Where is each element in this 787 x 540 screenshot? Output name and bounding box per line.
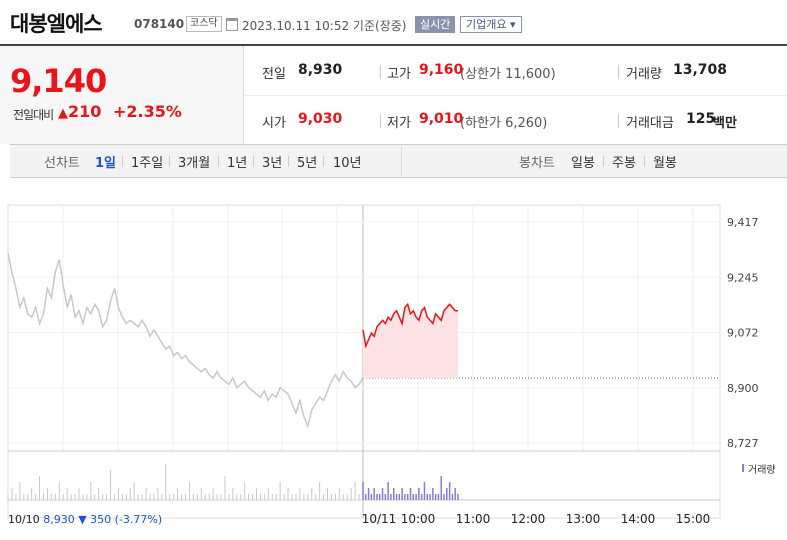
x-tick-label: 10/11 <box>362 512 397 526</box>
divider <box>618 65 619 79</box>
stock-code: 078140 <box>134 17 185 31</box>
prev-close-value: 8,930 <box>298 62 343 78</box>
volume-legend-mark <box>742 464 744 472</box>
candle-weekly[interactable]: 주봉 <box>612 156 636 171</box>
prev-close-chart: 8,930 <box>43 513 75 526</box>
change-amount: 210 <box>68 102 102 121</box>
realtime-button[interactable]: 실시간 <box>415 16 456 33</box>
row-divider <box>244 95 787 96</box>
lower-limit: (하한가 6,260) <box>460 116 548 131</box>
high-value: 9,160 <box>419 62 464 78</box>
market-badge: 코스닥 <box>186 16 222 32</box>
y-tick-label: 8,900 <box>727 382 759 395</box>
stock-name: 대봉엘에스 <box>10 12 103 36</box>
candle-daily[interactable]: 일봉 <box>571 156 595 171</box>
divider <box>380 114 381 128</box>
period-1w[interactable]: 1주일 <box>131 156 164 171</box>
x-tick-label: 14:00 <box>621 512 656 526</box>
volume-label: 거래량 <box>626 67 662 82</box>
period-3y[interactable]: 3년 <box>262 156 283 171</box>
divider <box>618 114 619 128</box>
amount-value: 125 <box>686 111 716 127</box>
amount-label: 거래대금 <box>626 116 674 131</box>
volume-value: 13,708 <box>673 62 728 78</box>
x-tick-label: 12:00 <box>511 512 546 526</box>
intraday-chart[interactable]: 9,417 9,245 9,072 8,900 8,727 10/11 10:00 11:00… <box>0 195 787 540</box>
today-area <box>363 304 458 378</box>
chart-period-bar <box>10 144 787 178</box>
divider <box>122 156 123 167</box>
header-divider <box>0 44 787 46</box>
high-label: 고가 <box>387 67 411 82</box>
up-arrow-icon: ▲ <box>58 106 68 121</box>
quote-datetime: 2023.10.11 10:52 기준(장중) <box>242 19 407 33</box>
divider <box>323 156 324 167</box>
y-tick-label: 9,417 <box>727 216 759 229</box>
volume-legend: 거래량 <box>748 465 776 476</box>
current-price: 9,140 <box>10 62 107 100</box>
prev-close-label: 전일 <box>262 67 286 82</box>
period-3m[interactable]: 3개월 <box>178 156 211 171</box>
low-label: 저가 <box>387 116 411 131</box>
plot-frame <box>7 204 721 519</box>
prev-change: ▼ 350 <box>78 513 112 526</box>
divider <box>253 156 254 167</box>
open-value: 9,030 <box>298 111 343 127</box>
price-panel <box>0 46 244 144</box>
y-tick-label: 8,727 <box>727 437 759 450</box>
change-label: 전일대비 <box>13 108 54 122</box>
low-value: 9,010 <box>419 111 464 127</box>
period-1d[interactable]: 1일 <box>95 156 117 171</box>
line-chart-label: 선차트 <box>44 156 80 171</box>
divider <box>644 156 645 167</box>
candle-chart-label: 봉차트 <box>519 156 555 171</box>
x-tick-label: 10:00 <box>401 512 436 526</box>
period-10y[interactable]: 10년 <box>333 156 362 171</box>
calendar-icon <box>226 18 238 31</box>
today-line <box>362 302 458 349</box>
divider <box>380 65 381 79</box>
period-5y[interactable]: 5년 <box>297 156 318 171</box>
y-tick-label: 9,245 <box>727 271 759 284</box>
divider <box>603 156 604 167</box>
upper-limit: (상한가 11,600) <box>460 67 556 82</box>
company-overview-button[interactable]: 기업개요 ▾ <box>460 16 522 33</box>
open-label: 시가 <box>262 116 286 131</box>
candle-monthly[interactable]: 월봉 <box>653 156 677 171</box>
previous-day-info: 10/10 8,930 ▼ 350 (-3.77%) <box>8 513 162 526</box>
previous-day-line <box>7 252 364 429</box>
divider <box>169 156 170 167</box>
prev-change-pct: (-3.77%) <box>114 513 163 526</box>
x-tick-label: 11:00 <box>456 512 491 526</box>
change-value: ▲210 <box>58 102 101 121</box>
prev-date: 10/10 <box>8 513 40 526</box>
divider <box>218 156 219 167</box>
x-tick-label: 13:00 <box>566 512 601 526</box>
divider <box>401 146 402 176</box>
divider <box>288 156 289 167</box>
change-percent: +2.35% <box>113 102 182 121</box>
amount-unit: 백만 <box>713 116 737 131</box>
x-tick-label: 15:00 <box>676 512 711 526</box>
period-1y[interactable]: 1년 <box>227 156 248 171</box>
y-tick-label: 9,072 <box>727 327 759 340</box>
